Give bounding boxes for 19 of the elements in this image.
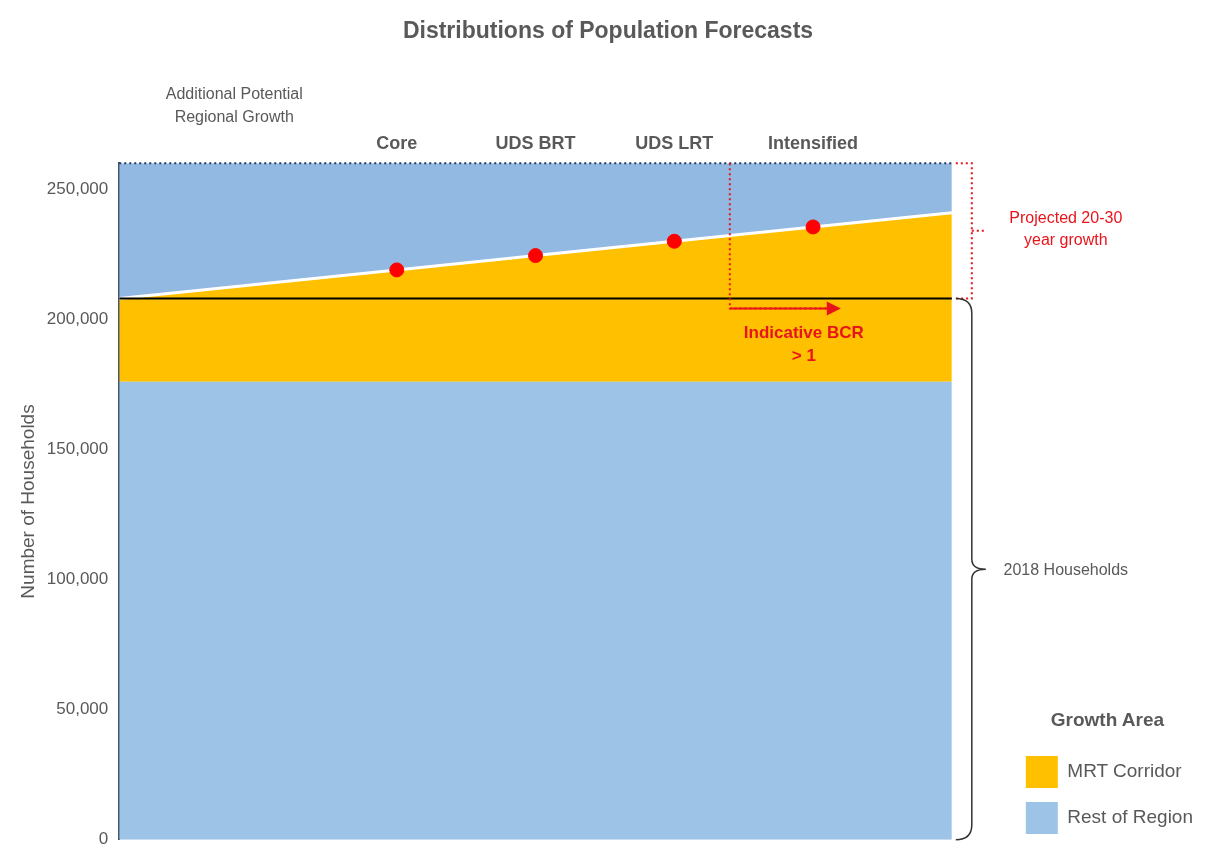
text: Projected 20-30 year growth: [1008, 207, 1124, 251]
chart-title: Distributions of Population Forecasts: [402, 17, 814, 44]
y-tick-label: 250,000: [46, 178, 109, 198]
legend-label: Rest of Region: [1067, 806, 1194, 828]
annotation: Indicative BCR > 1: [742, 321, 865, 368]
x-tick-label: Intensified: [768, 133, 859, 154]
legend-label: MRT Corridor: [1067, 760, 1183, 782]
text: 2018 Households: [1002, 560, 1130, 581]
y-tick-label: 100,000: [46, 569, 109, 589]
y-tick-label: 50,000: [56, 699, 109, 719]
y-tick-label: 0: [98, 829, 109, 849]
y-tick-label: 200,000: [46, 309, 109, 329]
y-tick-label: 150,000: [46, 439, 109, 459]
x-tick-label: UDS BRT: [495, 133, 576, 154]
text: Additional Potential Regional Growth: [164, 84, 304, 127]
x-tick-label: Core: [376, 133, 418, 154]
x-tick-label: UDS LRT: [635, 133, 714, 154]
y-axis-title: Number of Households: [16, 404, 38, 599]
legend-title: Growth Area: [1050, 708, 1165, 730]
